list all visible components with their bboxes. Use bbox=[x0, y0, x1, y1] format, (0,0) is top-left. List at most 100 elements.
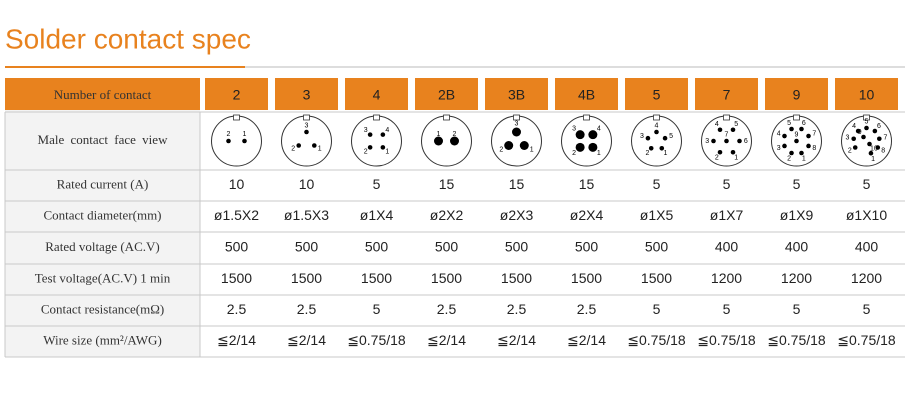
cell-value: ≦0.75/18 bbox=[837, 332, 896, 348]
connector-notch bbox=[583, 114, 590, 121]
connector-face bbox=[561, 115, 612, 167]
connector-notch bbox=[443, 114, 450, 121]
pin-label: 4 bbox=[655, 123, 659, 130]
header-column: 3 bbox=[303, 87, 311, 103]
header-column: 3B bbox=[508, 87, 525, 103]
pin-label: 9 bbox=[858, 129, 862, 136]
contact-pin bbox=[855, 128, 861, 134]
row-label: Male contact face view bbox=[38, 132, 169, 147]
contact-pin bbox=[588, 142, 598, 152]
contact-pin bbox=[519, 141, 529, 150]
pin-label: 1 bbox=[597, 150, 601, 157]
cell-value: ≦2/14 bbox=[497, 332, 536, 348]
cell-value: 5 bbox=[373, 301, 381, 317]
header-cell bbox=[345, 78, 408, 110]
pin-label: 3 bbox=[777, 145, 781, 152]
contact-pin bbox=[724, 138, 729, 144]
row-label: Wire size (mm²/AWG) bbox=[43, 332, 162, 347]
contact-pin bbox=[575, 142, 585, 152]
contact-pin bbox=[367, 145, 373, 150]
cell-value: 1200 bbox=[851, 270, 882, 286]
contact-pin bbox=[877, 136, 882, 142]
contact-pin bbox=[872, 128, 878, 134]
contact-pin bbox=[789, 126, 794, 132]
cell-value: 5 bbox=[653, 176, 661, 192]
header-cell bbox=[835, 78, 898, 110]
cell-value: 1500 bbox=[291, 270, 322, 286]
pin-label: 4 bbox=[597, 125, 601, 132]
contact-pin bbox=[806, 133, 811, 139]
cell-value: 5 bbox=[723, 301, 731, 317]
contact-pin bbox=[575, 130, 585, 140]
cell-value: 500 bbox=[225, 239, 249, 255]
cell-value: 400 bbox=[785, 239, 809, 255]
pin-label: 6 bbox=[802, 120, 806, 127]
cell-value: 500 bbox=[505, 239, 529, 255]
contact-pin bbox=[662, 135, 668, 141]
cell-value: 500 bbox=[645, 239, 669, 255]
connector-notch bbox=[233, 114, 240, 121]
pin-label: 3 bbox=[640, 133, 644, 140]
cell-value: ø1X7 bbox=[710, 207, 744, 223]
cell-value: 2.5 bbox=[297, 301, 317, 317]
cell-value: ø1X10 bbox=[846, 207, 887, 223]
cell-value: 500 bbox=[435, 239, 459, 255]
contact-pin bbox=[864, 125, 869, 131]
contact-pin bbox=[717, 149, 723, 155]
cell-value: 15 bbox=[509, 176, 525, 192]
contact-pin bbox=[512, 127, 521, 137]
cell-value: 1500 bbox=[501, 270, 532, 286]
cell-value: 400 bbox=[855, 239, 879, 255]
contact-pin bbox=[730, 149, 736, 155]
cell-value: 5 bbox=[793, 176, 801, 192]
cell-value: ≦2/14 bbox=[567, 332, 606, 348]
cell-value: 2.5 bbox=[577, 301, 597, 317]
cell-value: ø1X9 bbox=[780, 207, 814, 223]
pin-label: 2 bbox=[646, 150, 650, 157]
pin-label: 1 bbox=[318, 145, 322, 152]
pin-label: 1 bbox=[385, 149, 389, 156]
contact-pin bbox=[852, 145, 858, 150]
pin-label: 4 bbox=[777, 130, 781, 137]
cell-value: ≦2/14 bbox=[217, 332, 256, 348]
cell-value: 1500 bbox=[361, 270, 392, 286]
header-column: 9 bbox=[793, 87, 801, 103]
row-label: Test voltage(AC.V) 1 min bbox=[35, 270, 171, 285]
cell-value: 15 bbox=[439, 176, 455, 192]
pin-label: 8 bbox=[812, 145, 816, 152]
cell-value: 15 bbox=[579, 176, 595, 192]
pin-label: 2 bbox=[572, 150, 576, 157]
contact-pin bbox=[659, 145, 665, 151]
pin-label: 2 bbox=[291, 145, 295, 152]
contact-pin bbox=[875, 145, 881, 150]
cell-value: ≦0.75/18 bbox=[697, 332, 756, 348]
contact-pin bbox=[654, 129, 659, 135]
contact-pin bbox=[645, 135, 651, 141]
cell-value: 10 bbox=[229, 176, 245, 192]
header-column: 7 bbox=[723, 87, 731, 103]
contact-pin bbox=[799, 126, 804, 132]
contact-pin bbox=[588, 130, 598, 140]
cell-value: 1500 bbox=[571, 270, 602, 286]
contact-pin bbox=[380, 132, 386, 137]
contact-pin bbox=[851, 136, 856, 142]
contact-pin bbox=[226, 138, 231, 144]
row-label: Rated current (A) bbox=[57, 176, 149, 191]
connector-notch bbox=[863, 114, 870, 121]
pin-label: 9 bbox=[795, 132, 799, 139]
cell-value: ≦0.75/18 bbox=[347, 332, 406, 348]
cell-value: 5 bbox=[863, 176, 871, 192]
cell-value: 500 bbox=[365, 239, 389, 255]
cell-value: 5 bbox=[793, 301, 801, 317]
row-label: Rated voltage (AC.V) bbox=[45, 239, 159, 254]
contact-pin bbox=[711, 138, 716, 144]
pin-label: 7 bbox=[725, 132, 729, 139]
connector-face bbox=[211, 115, 262, 167]
header-cell bbox=[275, 78, 338, 110]
contact-pin bbox=[782, 143, 787, 149]
contact-pin bbox=[717, 127, 723, 133]
header-cell bbox=[415, 78, 478, 110]
contact-pin bbox=[737, 138, 742, 144]
connector-face bbox=[351, 115, 402, 167]
